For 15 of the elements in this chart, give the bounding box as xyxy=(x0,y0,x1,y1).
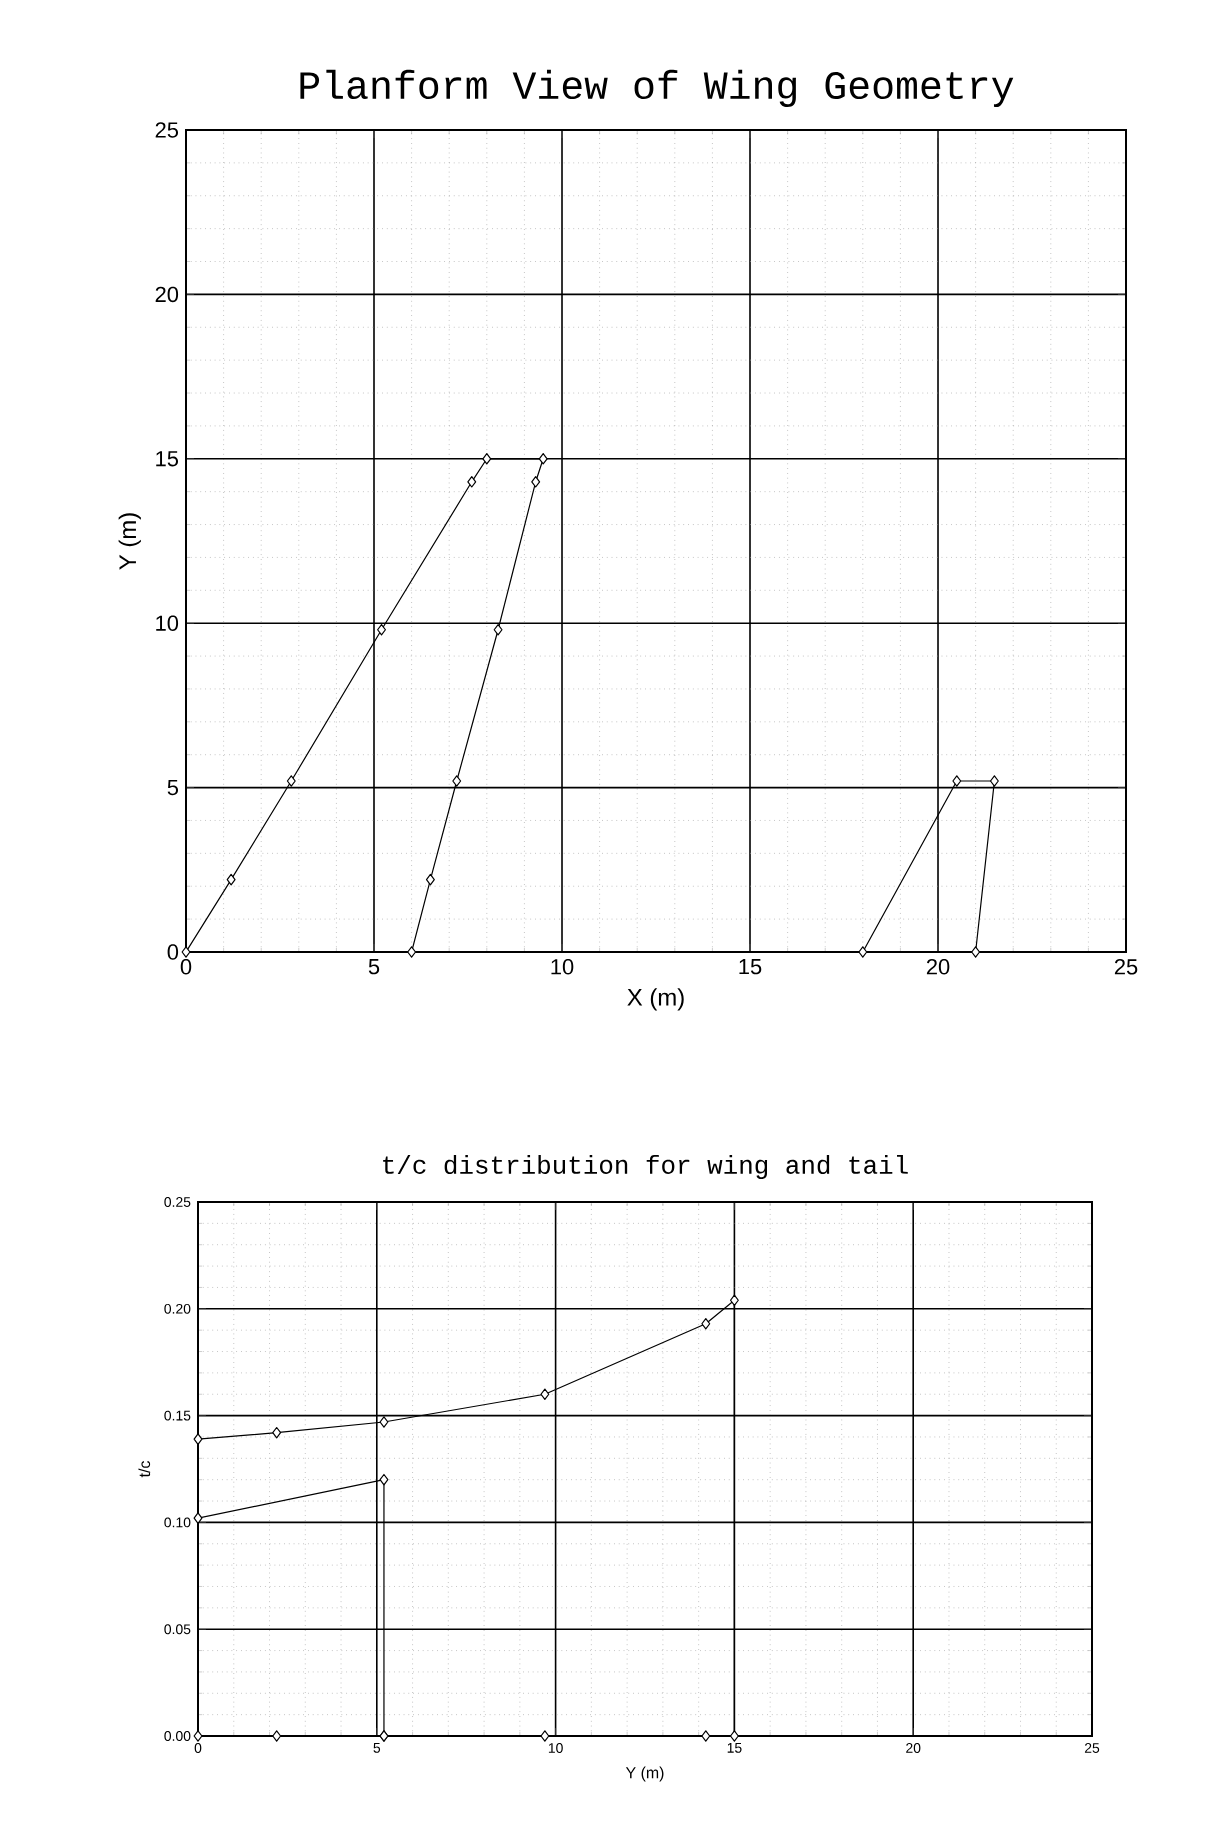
x-tick-label: 10 xyxy=(551,959,574,975)
y-tick-label: 0 xyxy=(167,944,179,960)
chart-title: t/c distribution for wing and tail xyxy=(383,1154,908,1180)
y-tick-label: 20 xyxy=(155,286,179,303)
x-tick-label: 20 xyxy=(926,959,950,975)
x-axis-title: X (m) xyxy=(627,988,684,1011)
x-tick-label: 5 xyxy=(368,959,380,975)
y-tick-label: 25 xyxy=(155,122,179,138)
y-axis-title: Y (m) xyxy=(118,513,141,570)
y-tick-label: 15 xyxy=(156,451,179,467)
chart-title: Planform View of Wing Geometry xyxy=(300,69,1014,108)
y-tick-label: 5 xyxy=(167,779,179,796)
y-tick-label: 10 xyxy=(156,615,179,631)
x-tick-label: 25 xyxy=(1114,959,1138,975)
x-tick-label: 15 xyxy=(739,959,762,975)
